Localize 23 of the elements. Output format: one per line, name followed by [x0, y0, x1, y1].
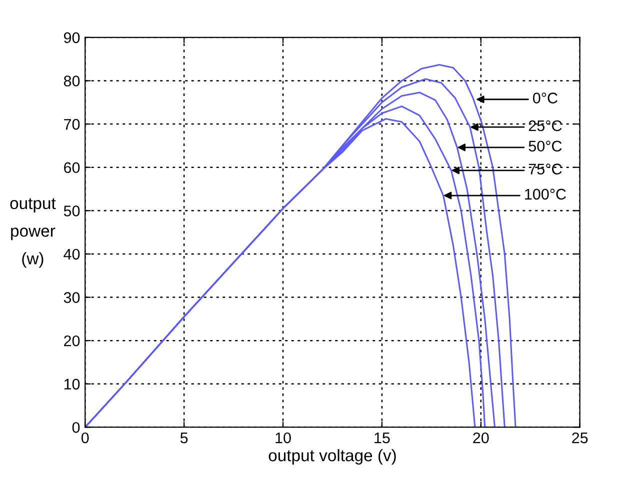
y-tick-label: 60 [64, 162, 80, 174]
annotation: 75°C [528, 164, 562, 174]
x-axis-title: output voltage (v) [268, 449, 396, 465]
x-tick-label: 5 [180, 432, 188, 444]
y-tick-label: 10 [64, 378, 80, 390]
y-tick-label: 90 [64, 32, 80, 44]
y-tick-label: 70 [64, 118, 80, 130]
annotation: 25°C [528, 120, 562, 132]
y-tick-label: 40 [64, 248, 80, 260]
x-tick-label: 20 [473, 432, 489, 444]
x-tick-label: 15 [374, 432, 390, 444]
y-tick-label: 0 [72, 422, 80, 433]
x-tick-label: 0 [81, 432, 89, 444]
y-tick-label: 50 [64, 206, 80, 216]
y-tick-label: 20 [64, 335, 80, 346]
y-tick-label: 80 [64, 76, 80, 86]
annotation: 100°C [525, 188, 566, 200]
y-axis-title: output power (w) [10, 198, 56, 268]
y-tick-label: 30 [64, 292, 80, 303]
annotation: 0°C [532, 92, 558, 104]
x-tick-label: 25 [572, 432, 588, 444]
annotation: 50°C [528, 140, 562, 152]
x-tick-label: 10 [276, 432, 291, 444]
